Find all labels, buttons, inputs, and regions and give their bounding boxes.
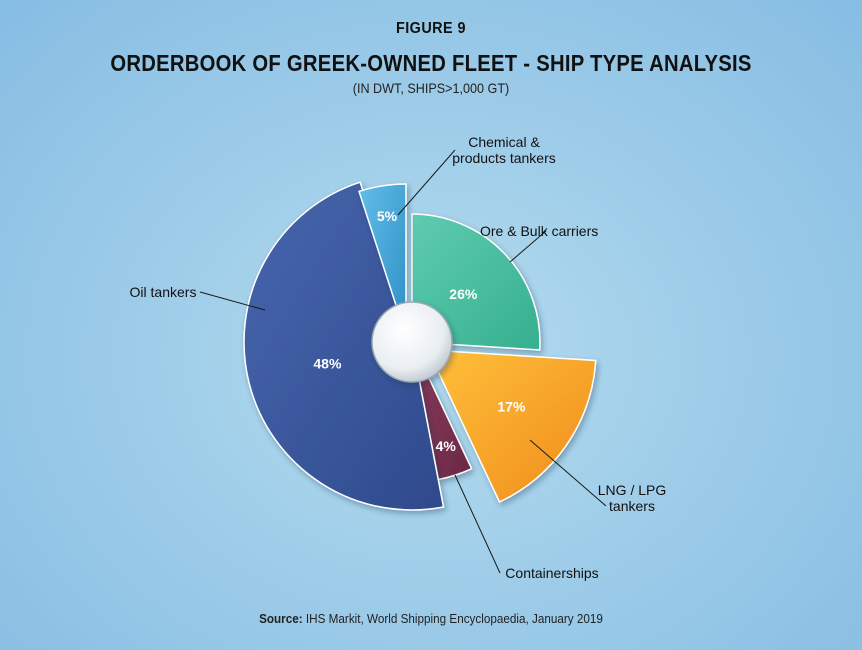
slice-category-label: Oil tankers [130,284,197,300]
slice-percent-label: 26% [449,286,478,302]
slice-category-label: LNG / LPG tankers [598,482,666,514]
chart-subtitle: (IN DWT, SHIPS>1,000 GT) [352,80,510,96]
slice-category-label: Chemical & products tankers [452,134,556,166]
leader-line [509,230,547,263]
slice-percent-label: 48% [313,356,342,372]
percent-labels: 26% 17% 4% 48% 5% [313,208,526,454]
slice-percent-label: 17% [497,399,526,415]
leader-line [199,291,266,311]
leader-lines [199,149,607,574]
pie-slices [243,181,597,511]
center-hub [371,301,453,383]
chart-title: ORDERBOOK OF GREEK-OWNED FLEET - SHIP TY… [110,50,752,76]
slice-percent-label: 5% [377,208,398,224]
leader-line [454,474,501,574]
slice-percent-label: 4% [436,438,457,454]
pie-slice [426,349,597,503]
source-text: IHS Markit, World Shipping Encyclopaedia… [305,611,603,626]
source-prefix: Source: [259,611,303,626]
slice-category-label: Ore & Bulk carriers [480,223,598,239]
leader-line [397,149,456,216]
pie-slice [243,181,445,511]
slice-category-label: Containerships [505,565,598,581]
leader-line [529,439,607,507]
figure-label: FIGURE 9 [395,20,467,37]
source-note: Source: IHS Markit, World Shipping Encyc… [43,611,819,626]
category-labels: Ore & Bulk carriers LNG / LPG tankers Conta… [130,134,667,581]
pie-slice [411,213,541,351]
pie-slice [358,183,407,337]
